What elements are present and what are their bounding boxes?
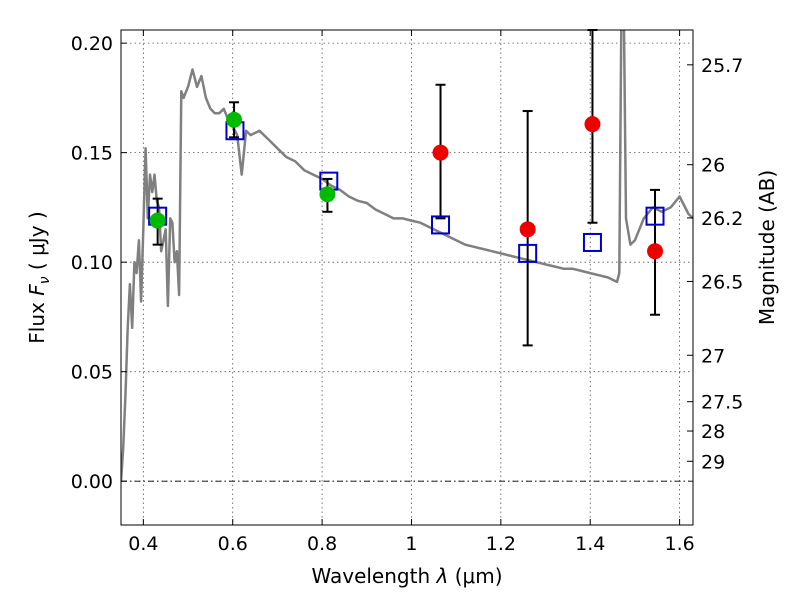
x-axis: 0.4 0.6 0.8 1 1.2 1.4 1.6: [128, 30, 695, 555]
plot-area: [121, 30, 693, 482]
model-flux-square: [582, 232, 602, 252]
markers: [148, 111, 665, 263]
x-tick-label: 1: [405, 533, 417, 555]
error-bars: [152, 29, 661, 347]
y-tick-label: 0.10: [71, 252, 113, 274]
observed-flux-point: [149, 212, 166, 229]
magnitude-tick-label: 28: [701, 421, 725, 443]
y-axis-label: Flux Fν ( μJy ): [25, 211, 53, 343]
plot-frame: [120, 29, 694, 526]
x-axis-label: Wavelength λ (μm): [311, 564, 502, 588]
model-flux-square: [431, 215, 451, 235]
model-flux-square: [518, 243, 538, 263]
model-flux-square: [645, 206, 665, 226]
observed-flux-point: [226, 111, 243, 128]
observed-flux-point: [647, 243, 664, 260]
y-tick-label: 0.05: [71, 362, 113, 384]
x-tick-label: 1.4: [575, 533, 605, 555]
observed-flux-point: [584, 116, 601, 133]
magnitude-tick-label: 26.2: [701, 208, 743, 230]
y-tick-label: 0.20: [71, 33, 113, 55]
grid-lines: [121, 30, 693, 525]
observed-flux-point: [432, 144, 449, 161]
magnitude-tick-label: 25.7: [701, 55, 743, 77]
x-tick-label: 0.8: [307, 533, 337, 555]
magnitude-tick-label: 27.5: [701, 392, 743, 414]
magnitude-tick-label: 26.5: [701, 271, 743, 293]
magnitude-tick-label: 26: [701, 155, 725, 177]
model-spectrum-line: [121, 30, 693, 482]
magnitude-axis-label: Magnitude (AB): [755, 170, 779, 325]
magnitude-tick-label: 29: [701, 451, 725, 473]
magnitude-axis: 25.7 26 26.2 26.5 27 27.5 28 29: [687, 55, 743, 473]
y-tick-label: 0.15: [71, 143, 113, 165]
y-tick-label: 0.00: [71, 471, 113, 493]
x-tick-label: 1.2: [486, 533, 516, 555]
y-axis: 0.00 0.05 0.10 0.15 0.20: [71, 33, 127, 493]
observed-flux-point: [519, 221, 536, 238]
observed-flux-point: [319, 186, 336, 203]
x-tick-label: 0.4: [128, 533, 158, 555]
magnitude-tick-label: 27: [701, 345, 725, 367]
x-tick-label: 0.6: [218, 533, 248, 555]
x-tick-label: 1.6: [664, 533, 694, 555]
